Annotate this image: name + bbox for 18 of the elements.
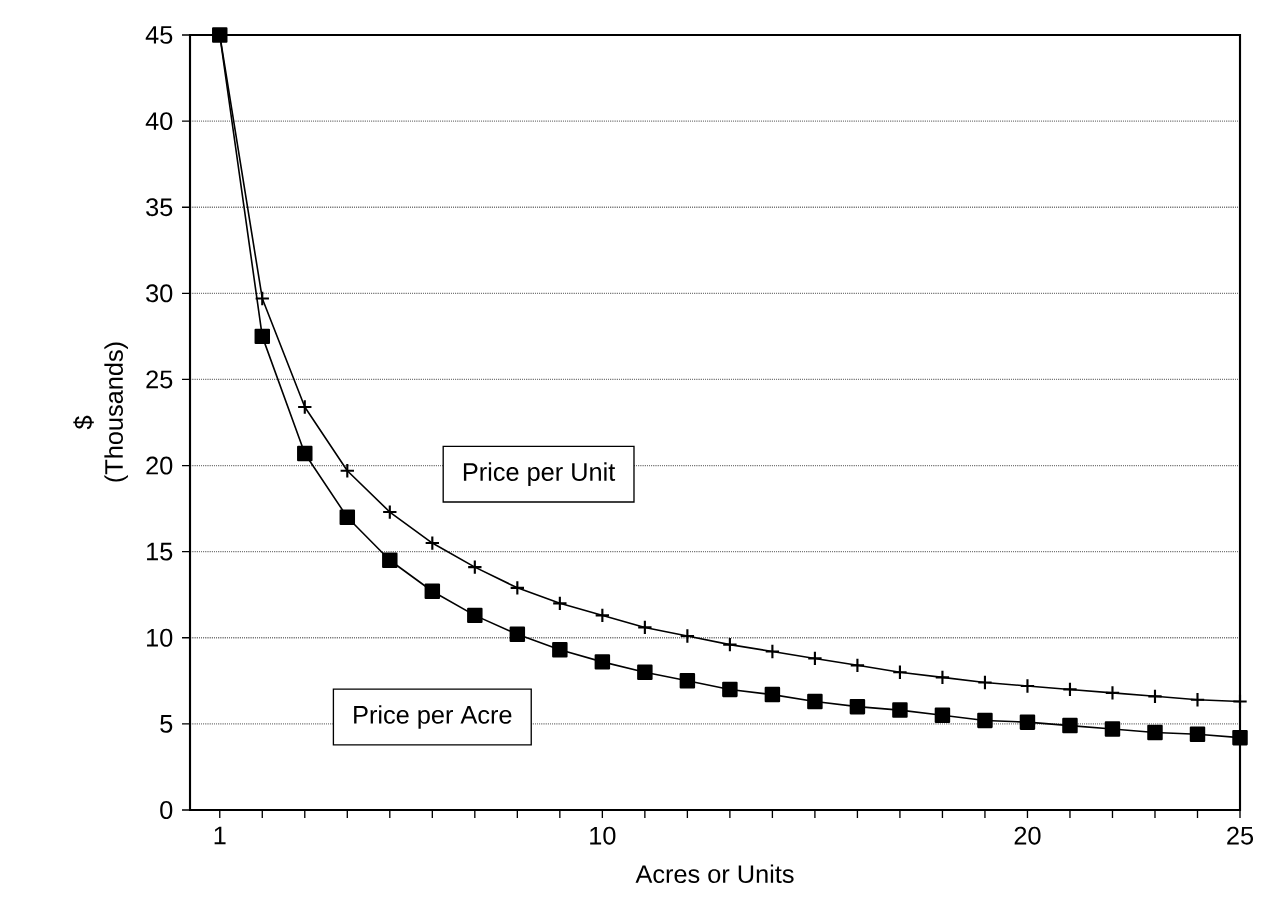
y-tick-label: 20 [146, 456, 173, 475]
y-tick-label: 10 [147, 628, 173, 647]
y-axis-title: $ (Thousands) [73, 342, 128, 482]
text: Price per Unit [463, 462, 616, 486]
y-tick-label: 40 [145, 112, 173, 131]
y-tick-label: 25 [146, 370, 173, 389]
y-tick-label: 45 [145, 26, 173, 44]
x-tick-label: 10 [590, 826, 616, 845]
y-tick-label: 30 [146, 284, 173, 303]
y-tick-label: 15 [147, 542, 173, 561]
x-tick-label: 20 [1014, 826, 1041, 845]
y-tick-label: 5 [160, 715, 173, 733]
x-axis-title: Acres or Units [635, 864, 794, 884]
x-tick-label: 25 [1227, 826, 1254, 845]
y-tick-label: 35 [146, 198, 173, 217]
y-tick-label: 0 [160, 801, 173, 819]
x-tick-label: 1 [214, 826, 226, 845]
text: Price per Acre [354, 705, 512, 729]
